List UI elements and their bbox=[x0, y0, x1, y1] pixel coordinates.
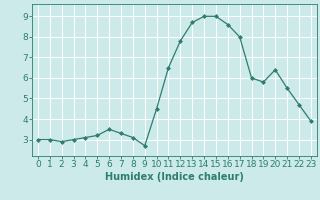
X-axis label: Humidex (Indice chaleur): Humidex (Indice chaleur) bbox=[105, 172, 244, 182]
